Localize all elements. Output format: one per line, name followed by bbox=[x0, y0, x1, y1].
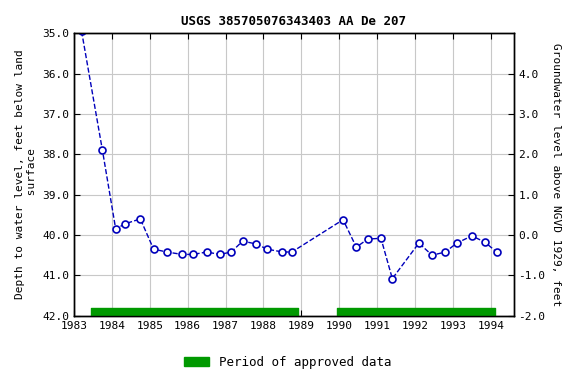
Legend: Period of approved data: Period of approved data bbox=[179, 351, 397, 374]
Y-axis label: Groundwater level above NGVD 1929, feet: Groundwater level above NGVD 1929, feet bbox=[551, 43, 561, 306]
Title: USGS 385705076343403 AA De 207: USGS 385705076343403 AA De 207 bbox=[181, 15, 406, 28]
Y-axis label: Depth to water level, feet below land
 surface: Depth to water level, feet below land su… bbox=[15, 50, 37, 300]
